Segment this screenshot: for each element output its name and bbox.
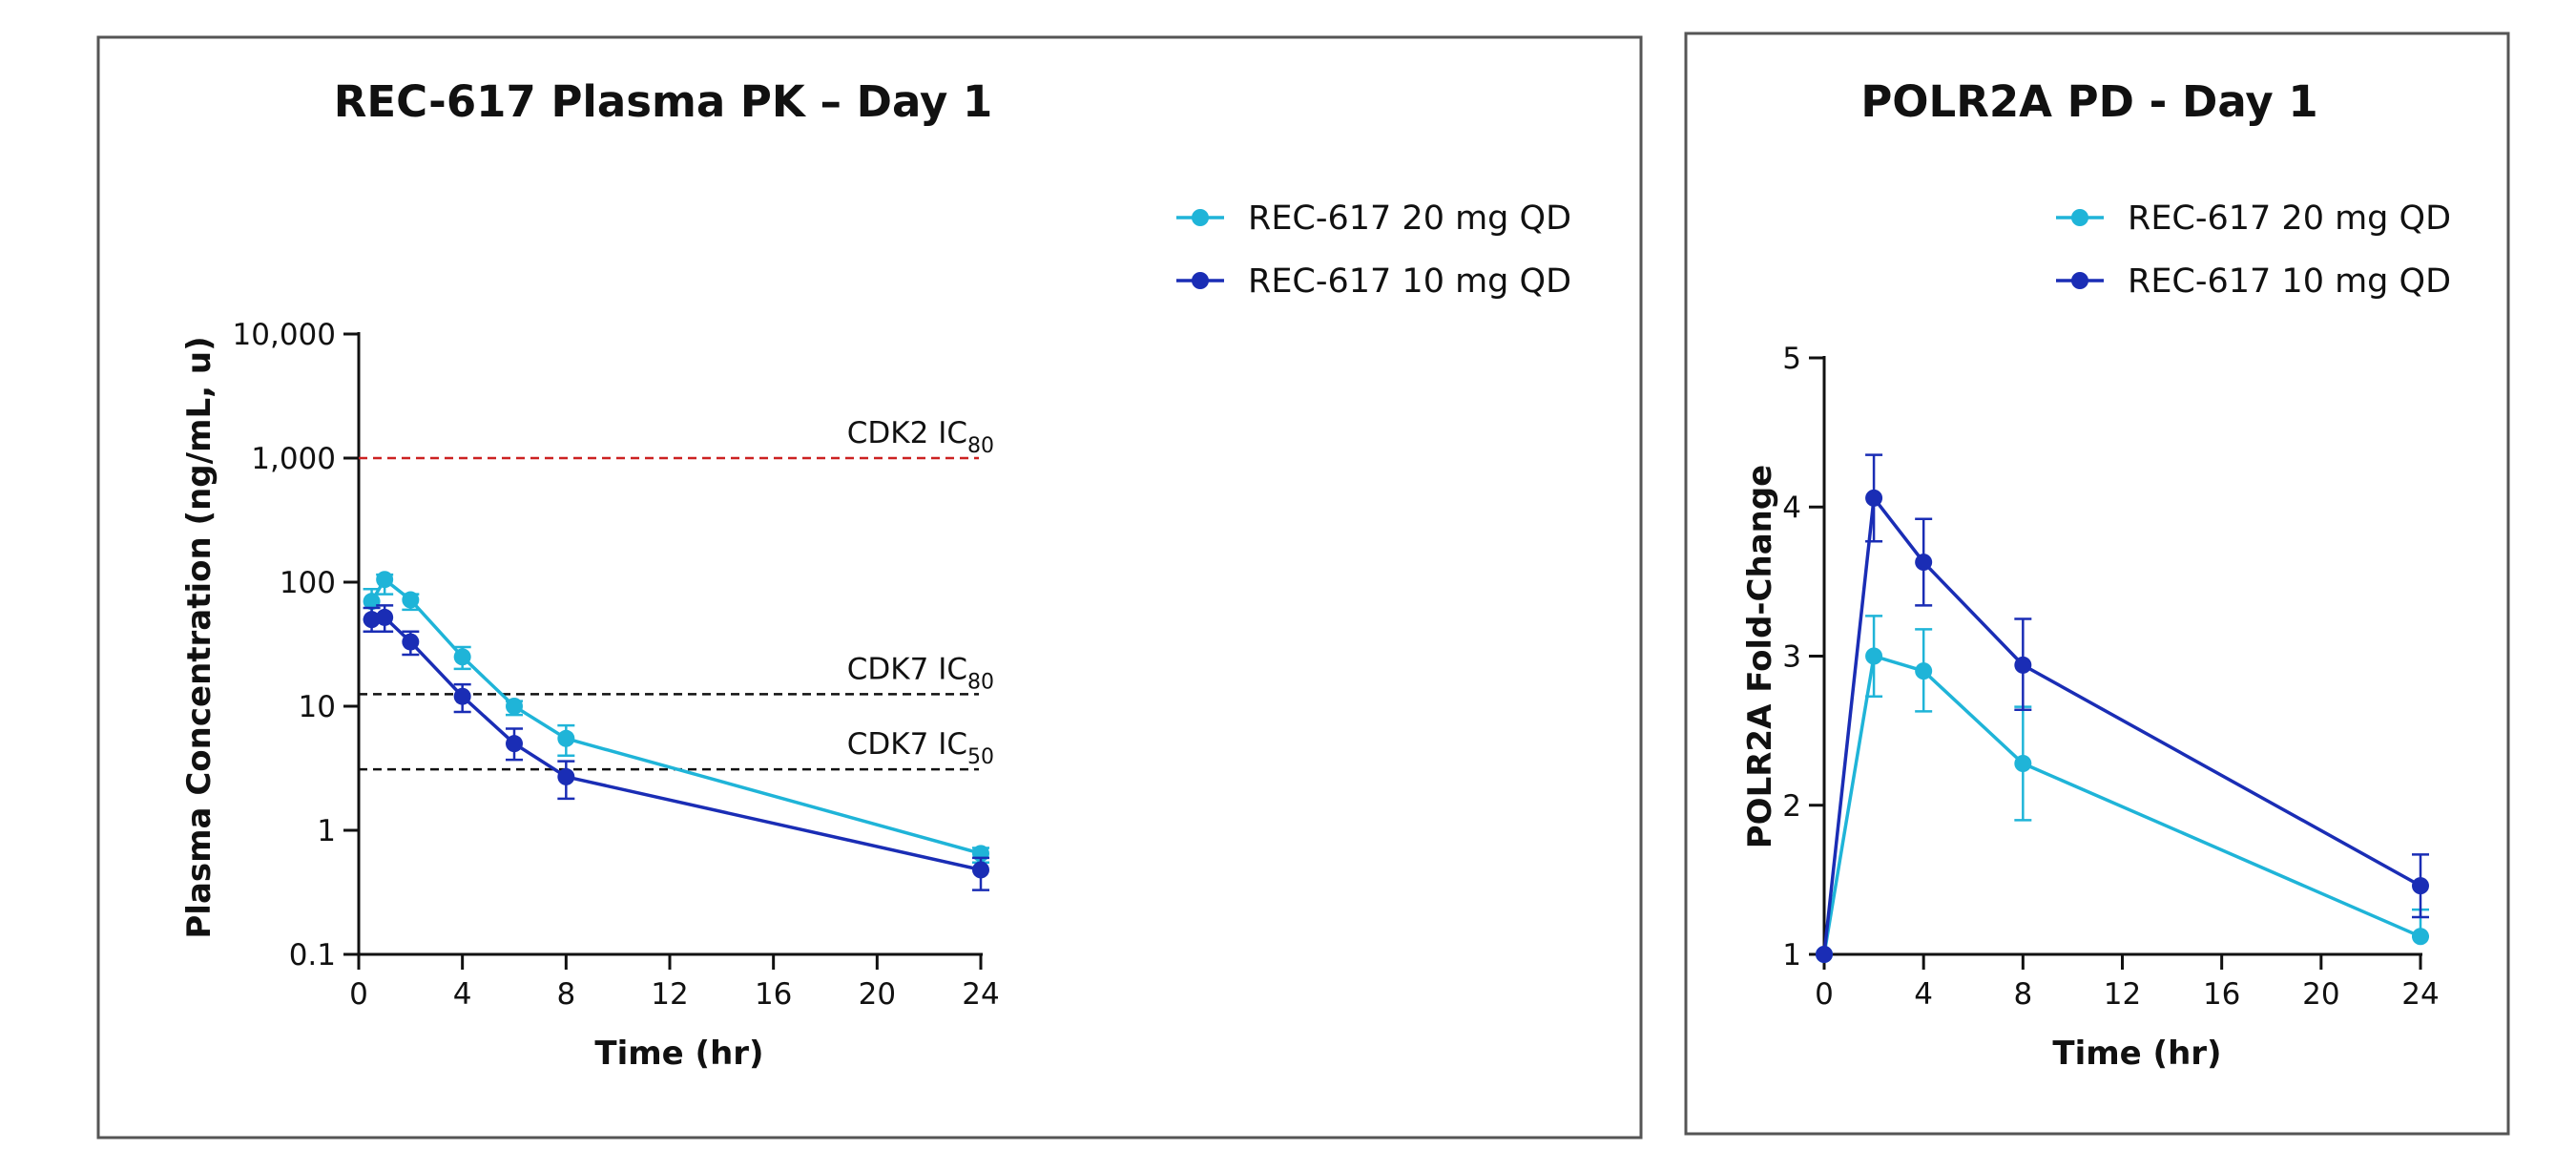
plot-area-pk: 0.1 1 10 100 1,000 10,000 0 4 8 12 16 20 24 CDK2 IC80… [233, 199, 1572, 1012]
x-tick-label: 16 [2203, 977, 2240, 1012]
data-point [453, 648, 471, 666]
panel-frame-pd [1684, 31, 2510, 1136]
x-tick-label: 8 [2013, 977, 2032, 1012]
legend-entry: REC-617 20 mg QD [2128, 199, 2451, 238]
y-tick-label: 1 [1782, 938, 1801, 972]
data-point [402, 633, 420, 651]
y-tick-label: 2 [1782, 789, 1801, 824]
data-point [363, 593, 381, 611]
x-tick-label: 20 [2302, 977, 2339, 1012]
data-point [1865, 489, 1883, 507]
x-tick-label: 16 [755, 977, 792, 1012]
reference-line-label: CDK7 IC50 [847, 727, 994, 769]
legend-marker [2071, 272, 2088, 289]
legend-marker [2071, 209, 2088, 226]
data-point [506, 698, 523, 715]
y-tick-label: 1,000 [251, 442, 336, 476]
legend-entry: REC-617 10 mg QD [1248, 262, 1571, 301]
panel-frame-pk [96, 35, 1643, 1140]
data-point [2412, 877, 2429, 895]
data-point [376, 608, 394, 626]
legend-entry: REC-617 20 mg QD [1248, 199, 1571, 238]
data-point [2412, 928, 2429, 946]
y-axis-title-pd: POLR2A Fold-Change [1741, 465, 1779, 849]
series-line [1822, 654, 2421, 955]
legend-marker [1192, 209, 1209, 226]
x-tick-label: 12 [2104, 977, 2141, 1012]
x-tick-label: 0 [349, 977, 368, 1012]
x-tick-label: 8 [556, 977, 575, 1012]
y-axis-title-pk: Plasma Concentration (ng/mL, u) [180, 336, 218, 938]
reference-line-label: CDK2 IC80 [847, 416, 994, 458]
data-point [453, 687, 471, 705]
y-tick-label: 100 [280, 566, 336, 600]
data-point [1915, 662, 1933, 680]
reference-line-label: CDK7 IC80 [847, 652, 994, 694]
x-tick-label: 24 [962, 977, 999, 1012]
y-tick-label: 0.1 [289, 938, 336, 972]
x-axis-title-pk: Time (hr) [594, 1035, 763, 1073]
legend-marker [1192, 272, 1209, 289]
x-axis-title-pd: Time (hr) [2052, 1035, 2221, 1073]
data-point [1915, 554, 1933, 572]
y-tick-label: 3 [1782, 640, 1801, 675]
x-tick-label: 12 [651, 977, 688, 1012]
x-tick-label: 4 [453, 977, 472, 1012]
x-tick-label: 4 [1914, 977, 1933, 1012]
data-point [402, 591, 420, 609]
series-1 [363, 571, 989, 865]
data-point [1865, 647, 1883, 665]
series-1 [1816, 615, 2429, 963]
data-point [376, 571, 394, 589]
data-point [2014, 656, 2032, 674]
x-tick-label: 20 [859, 977, 896, 1012]
chart-title-pk: REC-617 Plasma PK – Day 1 [334, 76, 993, 127]
data-point [557, 729, 575, 747]
data-point [1816, 946, 1833, 963]
y-tick-label: 4 [1782, 491, 1801, 525]
x-tick-label: 0 [1815, 977, 1834, 1012]
series-line [1822, 493, 2421, 955]
y-tick-label: 10 [299, 690, 336, 724]
data-point [972, 861, 989, 879]
series-2 [1816, 453, 2429, 963]
data-point [2014, 755, 2032, 772]
legend-entry: REC-617 10 mg QD [2128, 262, 2451, 301]
y-tick-label: 10,000 [233, 318, 336, 352]
series-2 [363, 604, 989, 891]
x-tick-label: 24 [2401, 977, 2439, 1012]
y-tick-label: 5 [1782, 342, 1801, 376]
y-tick-label: 1 [317, 814, 336, 848]
data-point [506, 735, 523, 753]
series-line [370, 576, 982, 855]
data-point [557, 767, 575, 785]
chart-title-pd: POLR2A PD - Day 1 [1860, 76, 2317, 127]
data-point [363, 611, 381, 629]
